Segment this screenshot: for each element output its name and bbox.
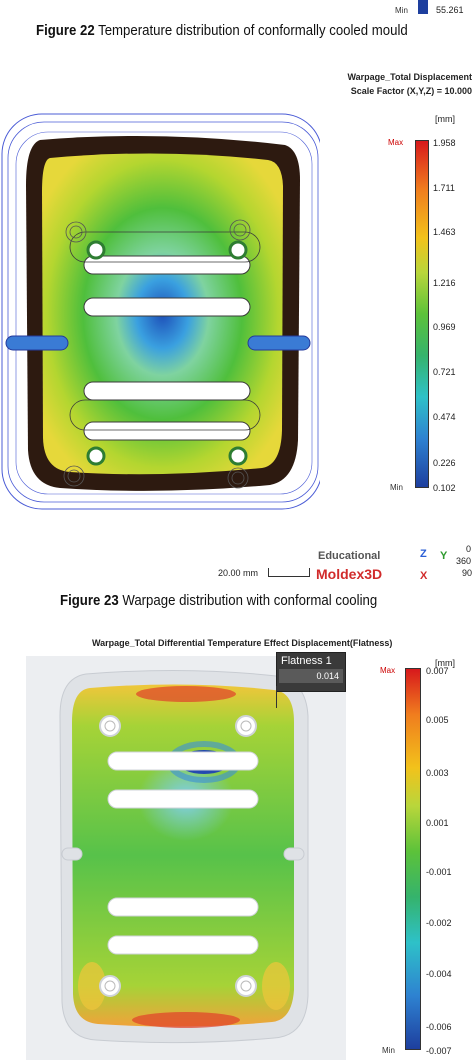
tick: 0.969 — [433, 322, 456, 332]
flatness-callout-leader — [276, 686, 277, 708]
figure-23-text: Warpage distribution with conformal cool… — [118, 592, 378, 609]
axis-z-label: Z — [420, 548, 427, 560]
scale-factor-label: Scale Factor (X,Y,Z) = 10.000 — [350, 86, 472, 96]
flatness-tick: 0.005 — [426, 715, 449, 725]
scale-bar — [268, 568, 310, 577]
flatness-callout: Flatness 1 0.014 — [276, 652, 346, 692]
figure-22-caption: Figure 22 Temperature distribution of co… — [36, 22, 408, 39]
axis-y-label: Y — [440, 550, 448, 562]
previous-min-label: Min — [395, 6, 408, 15]
tick-max: 1.958 — [433, 138, 456, 148]
flatness-tick: -0.004 — [426, 969, 452, 979]
colorbar-unit: [mm] — [435, 114, 455, 124]
tick: 1.711 — [433, 183, 455, 193]
previous-min-value: 55.261 — [436, 5, 464, 15]
tick: 0.226 — [433, 458, 456, 468]
figure-flatness: Warpage_Total Differential Temperature E… — [0, 628, 474, 1060]
colorbar-min-label: Min — [390, 483, 403, 492]
tick: 0.474 — [433, 412, 456, 422]
figure-23-label: Figure 23 — [60, 592, 119, 609]
flatness-colorbar — [405, 668, 421, 1050]
flatness-contour-plot — [26, 656, 346, 1060]
tick: 1.463 — [433, 227, 456, 237]
rotation-readout-3: 90 — [462, 568, 473, 578]
educational-label: Educational — [318, 550, 381, 562]
axis-x-label: X — [420, 570, 428, 582]
flatness-tick: 0.003 — [426, 768, 449, 778]
flatness-tick: -0.006 — [426, 1022, 452, 1032]
flatness-tick: -0.001 — [426, 867, 452, 877]
figure-22-label: Figure 22 — [36, 22, 95, 39]
flatness-tick: 0.007 — [426, 666, 449, 676]
flatness-tick: 0.001 — [426, 818, 449, 828]
flatness-unit: [mm] — [435, 658, 455, 668]
rotation-readout-1: 0 — [466, 544, 472, 554]
moldex3d-logo: Moldex3D — [316, 566, 383, 582]
flatness-max-label: Max — [380, 666, 396, 675]
tick: 1.216 — [433, 278, 456, 288]
figure-23-caption: Figure 23 Warpage distribution with conf… — [60, 592, 377, 609]
tick: 0.721 — [433, 367, 456, 377]
figure-22-text: Temperature distribution of conformally … — [94, 22, 408, 39]
tick-min: 0.102 — [433, 483, 456, 493]
flatness-tick: -0.002 — [426, 918, 452, 928]
flatness-callout-label: Flatness 1 — [281, 655, 332, 667]
figure-23: Warpage_Total Displacement Scale Factor … — [0, 60, 474, 590]
previous-colorbar-fragment: Min 55.261 — [0, 0, 474, 20]
rotation-readout-2: 360 — [456, 556, 472, 566]
colorbar — [415, 140, 429, 488]
previous-colorbar-end — [418, 0, 428, 14]
colorbar-max-label: Max — [388, 138, 404, 147]
warpage-title: Warpage_Total Displacement — [347, 72, 472, 82]
flatness-callout-value: 0.014 — [279, 669, 343, 683]
flatness-title: Warpage_Total Differential Temperature E… — [92, 638, 393, 648]
flatness-tick: -0.007 — [426, 1046, 452, 1056]
warpage-contour-plot — [1, 113, 320, 510]
flatness-min-label: Min — [382, 1046, 395, 1055]
scale-bar-label: 20.00 mm — [218, 568, 259, 578]
